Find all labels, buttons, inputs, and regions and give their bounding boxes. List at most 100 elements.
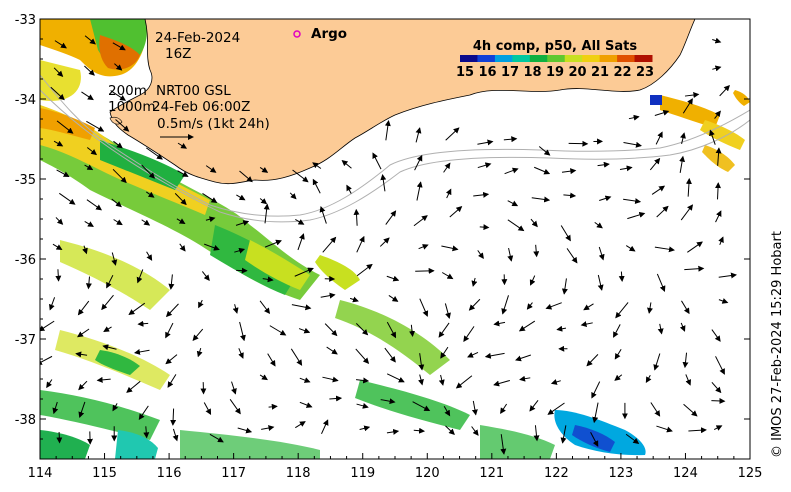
current-vector [518, 320, 536, 332]
current-vector [259, 198, 268, 205]
current-vector [583, 303, 594, 311]
current-vector [53, 140, 64, 147]
current-vector [438, 374, 445, 386]
current-vector [473, 191, 490, 198]
current-vector [385, 210, 397, 225]
current-vector [623, 198, 642, 205]
current-vector [627, 211, 646, 220]
current-vector [418, 374, 424, 386]
current-vector [268, 403, 278, 410]
current-vector [86, 199, 103, 211]
current-vector [614, 348, 622, 360]
colorbar-swatch [494, 55, 513, 62]
current-vector [445, 188, 452, 199]
current-vector [599, 195, 612, 202]
colorbar-tick-label: 18 [523, 65, 541, 80]
current-vector [681, 300, 690, 315]
current-vector [479, 224, 490, 231]
colorbar-swatch [547, 55, 566, 62]
argo-float-marker [293, 30, 301, 38]
current-vector [463, 326, 475, 343]
current-vector [235, 220, 250, 226]
x-tick-label: 122 [544, 466, 569, 481]
current-vector [86, 147, 98, 156]
current-vector [515, 354, 531, 362]
current-vector [656, 205, 669, 218]
current-vector [682, 98, 693, 114]
current-vector [653, 353, 661, 371]
current-vector [202, 192, 218, 203]
current-vector [146, 251, 153, 261]
current-vector [126, 380, 141, 393]
current-vector [412, 401, 431, 411]
current-vector [484, 352, 505, 359]
current-vector [269, 325, 287, 336]
current-vector [203, 402, 212, 416]
current-vector [507, 247, 514, 262]
current-vector [172, 428, 179, 442]
current-vector [684, 92, 700, 98]
current-vector [561, 168, 577, 175]
current-vector [500, 403, 508, 414]
current-vector [128, 302, 146, 316]
current-vector [234, 247, 246, 254]
current-vector [594, 221, 603, 229]
x-tick-label: 118 [286, 466, 311, 481]
current-vector [533, 425, 540, 442]
current-vector [419, 298, 429, 317]
sst-layer [40, 19, 750, 459]
current-vector [441, 245, 459, 252]
x-tick-label: 120 [415, 466, 440, 481]
current-vector [49, 297, 56, 311]
current-vector [55, 217, 64, 225]
current-vector [561, 278, 568, 295]
current-vector [232, 304, 239, 314]
current-vector [96, 376, 111, 383]
current-vector [409, 324, 416, 338]
current-vector [115, 119, 130, 132]
current-vector [493, 379, 511, 387]
current-vector [329, 395, 343, 402]
current-vector [176, 218, 186, 225]
y-tick-label: -36 [15, 253, 36, 268]
current-vector [654, 246, 675, 253]
colorbar-tick-label: 16 [478, 65, 496, 80]
current-vector [628, 114, 640, 121]
current-vector [418, 244, 429, 250]
current-vector [261, 425, 275, 431]
current-vector [292, 169, 309, 183]
current-vector [715, 210, 722, 223]
product-time-label: 24-Feb 06:00Z [152, 99, 250, 115]
current-vector [299, 401, 313, 408]
current-vector [84, 35, 96, 45]
current-vector [82, 245, 88, 255]
current-vector [54, 40, 67, 49]
current-vector [356, 402, 369, 409]
colorbar-swatch [634, 55, 653, 62]
current-vector [295, 421, 306, 429]
current-vector [538, 146, 551, 156]
current-vector [102, 344, 117, 351]
current-vector [713, 425, 723, 431]
y-tick-label: -33 [15, 13, 36, 28]
current-vector [312, 162, 322, 169]
colorbar-swatch [529, 55, 548, 62]
current-vector [682, 352, 689, 369]
current-vector [231, 381, 237, 395]
current-vector [326, 346, 338, 355]
current-vector [715, 356, 725, 375]
current-vector [84, 220, 94, 227]
colorbar-tick-label: 19 [546, 65, 564, 80]
current-vector [711, 382, 722, 394]
current-vector [236, 194, 246, 201]
current-vector [388, 295, 399, 302]
current-vector [712, 65, 722, 72]
current-vector [40, 320, 55, 332]
current-vector [379, 237, 390, 247]
current-vector [504, 167, 519, 175]
current-vector [619, 165, 633, 172]
colorbar-tick-label: 21 [591, 65, 609, 80]
current-vector [444, 303, 451, 319]
current-vector [545, 302, 562, 310]
